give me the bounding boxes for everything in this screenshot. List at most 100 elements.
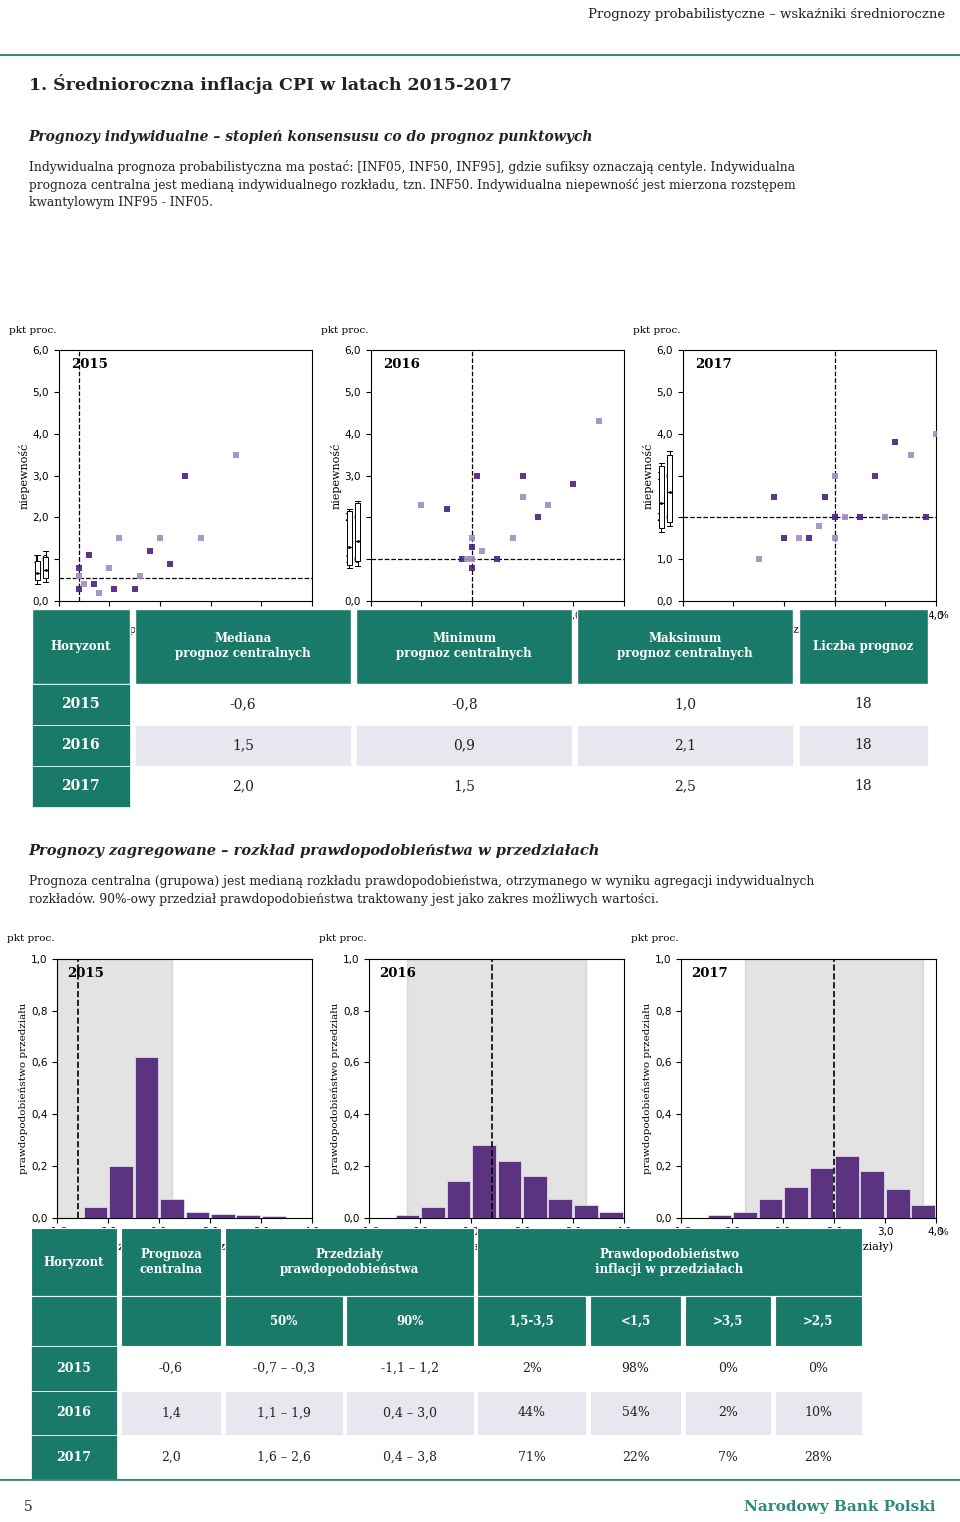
- Bar: [32, 683, 130, 724]
- Text: Prognozy zagregowane – rozkład prawdopodobieństwa w przedziałach: Prognozy zagregowane – rozkład prawdopod…: [29, 843, 600, 858]
- Text: >3,5: >3,5: [713, 1315, 743, 1327]
- Text: 1,1 – 1,9: 1,1 – 1,9: [256, 1406, 311, 1420]
- Bar: [43, 557, 48, 578]
- Bar: [31, 1435, 117, 1479]
- Bar: [347, 511, 352, 565]
- Bar: [784, 1187, 807, 1218]
- X-axis label: prognozy  centralne: prognozy centralne: [441, 626, 554, 635]
- Text: 2%: 2%: [718, 1406, 738, 1420]
- Text: -0,7 – -0,3: -0,7 – -0,3: [252, 1362, 315, 1374]
- Text: 1,5: 1,5: [453, 779, 475, 793]
- Bar: [160, 1199, 183, 1218]
- Bar: [590, 1435, 682, 1479]
- Bar: [355, 502, 360, 562]
- Bar: [407, 959, 586, 1218]
- Text: 98%: 98%: [622, 1362, 650, 1374]
- Bar: [799, 609, 928, 683]
- Y-axis label: prawdopodobieństwo przedziału: prawdopodobieństwo przedziału: [331, 1003, 340, 1173]
- Text: 2015: 2015: [61, 697, 100, 711]
- Text: Prognoza centralna (grupowa) jest medianą rozkładu prawdopodobieństwa, otrzymane: Prognoza centralna (grupowa) jest median…: [29, 875, 814, 906]
- X-axis label: możliwe wartości (przedziały): możliwe wartości (przedziały): [725, 1242, 893, 1253]
- Bar: [32, 609, 130, 683]
- Bar: [32, 724, 130, 766]
- Text: 2,0: 2,0: [232, 779, 254, 793]
- Text: 1,0: 1,0: [674, 697, 696, 711]
- Text: -0,8: -0,8: [451, 697, 477, 711]
- Text: 2%: 2%: [522, 1362, 541, 1374]
- Bar: [396, 1215, 420, 1218]
- Bar: [121, 1297, 221, 1347]
- Bar: [121, 1435, 221, 1479]
- Text: Maksimum
prognoz centralnych: Maksimum prognoz centralnych: [617, 633, 753, 661]
- Y-axis label: prawdopodobieństwo przedziału: prawdopodobieństwo przedziału: [19, 1003, 28, 1173]
- Bar: [347, 1347, 473, 1391]
- Bar: [347, 1391, 473, 1435]
- Text: pkt proc.: pkt proc.: [632, 935, 679, 944]
- Bar: [356, 609, 572, 683]
- Bar: [31, 1391, 117, 1435]
- Bar: [799, 766, 928, 807]
- Bar: [347, 1435, 473, 1479]
- Text: 1,4: 1,4: [161, 1406, 180, 1420]
- Bar: [708, 1215, 732, 1218]
- Bar: [775, 1435, 862, 1479]
- Text: Mediana
prognoz centralnych: Mediana prognoz centralnych: [176, 633, 311, 661]
- Text: %: %: [627, 612, 636, 621]
- Text: >2,5: >2,5: [804, 1315, 833, 1327]
- Text: Prognozy probabilistyczne – wskaźniki średnioroczne: Prognozy probabilistyczne – wskaźniki śr…: [588, 8, 946, 21]
- Bar: [745, 959, 924, 1218]
- Text: Narodowy Bank Polski: Narodowy Bank Polski: [745, 1501, 936, 1514]
- Bar: [347, 1297, 473, 1347]
- Text: 2016: 2016: [61, 738, 100, 752]
- Bar: [31, 1228, 117, 1297]
- Text: 2,1: 2,1: [674, 738, 696, 752]
- Bar: [799, 683, 928, 724]
- Text: 2,5: 2,5: [674, 779, 696, 793]
- Bar: [758, 1199, 782, 1218]
- Bar: [84, 1207, 108, 1218]
- Bar: [135, 683, 351, 724]
- Bar: [809, 1169, 833, 1218]
- Text: %: %: [627, 1228, 636, 1237]
- Bar: [472, 1145, 495, 1218]
- Bar: [31, 1297, 117, 1347]
- X-axis label: możliwe wartości (przedziały): możliwe wartości (przedziały): [101, 1242, 269, 1253]
- Bar: [32, 766, 130, 807]
- Bar: [35, 560, 40, 580]
- Text: 0,9: 0,9: [453, 738, 475, 752]
- Bar: [135, 609, 351, 683]
- Text: 0,4 – 3,0: 0,4 – 3,0: [383, 1406, 437, 1420]
- Bar: [590, 1391, 682, 1435]
- Text: 7%: 7%: [718, 1450, 738, 1464]
- Text: pkt proc.: pkt proc.: [320, 935, 367, 944]
- X-axis label: prognozy  centralne: prognozy centralne: [129, 626, 242, 635]
- Bar: [548, 1199, 572, 1218]
- Text: Horyzont: Horyzont: [51, 639, 111, 653]
- Bar: [775, 1391, 862, 1435]
- Text: 1,6 – 2,6: 1,6 – 2,6: [256, 1450, 311, 1464]
- Bar: [886, 1189, 910, 1218]
- Text: 71%: 71%: [518, 1450, 546, 1464]
- Text: 0,4 – 3,8: 0,4 – 3,8: [383, 1450, 437, 1464]
- Text: 5: 5: [24, 1501, 33, 1514]
- Bar: [58, 959, 172, 1218]
- Text: 1. Średnioroczna inflacja CPI w latach 2015-2017: 1. Średnioroczna inflacja CPI w latach 2…: [29, 73, 512, 94]
- Bar: [356, 683, 572, 724]
- Bar: [590, 1297, 682, 1347]
- Bar: [31, 1347, 117, 1391]
- Bar: [684, 1435, 772, 1479]
- Bar: [578, 609, 793, 683]
- Bar: [799, 724, 928, 766]
- Bar: [134, 1058, 158, 1218]
- Text: Prognozy indywidualne – stopień konsensusu co do prognoz punktowych: Prognozy indywidualne – stopień konsensu…: [29, 129, 593, 145]
- Bar: [497, 1161, 521, 1218]
- Text: 2017: 2017: [695, 358, 732, 370]
- Bar: [211, 1213, 234, 1218]
- Text: pkt proc.: pkt proc.: [8, 935, 55, 944]
- Text: Prognoza
centralna: Prognoza centralna: [139, 1248, 203, 1275]
- Text: 2,0: 2,0: [161, 1450, 180, 1464]
- Bar: [121, 1228, 221, 1297]
- Text: 18: 18: [854, 779, 873, 793]
- Y-axis label: niepewność: niepewność: [330, 443, 342, 508]
- Bar: [574, 1205, 598, 1218]
